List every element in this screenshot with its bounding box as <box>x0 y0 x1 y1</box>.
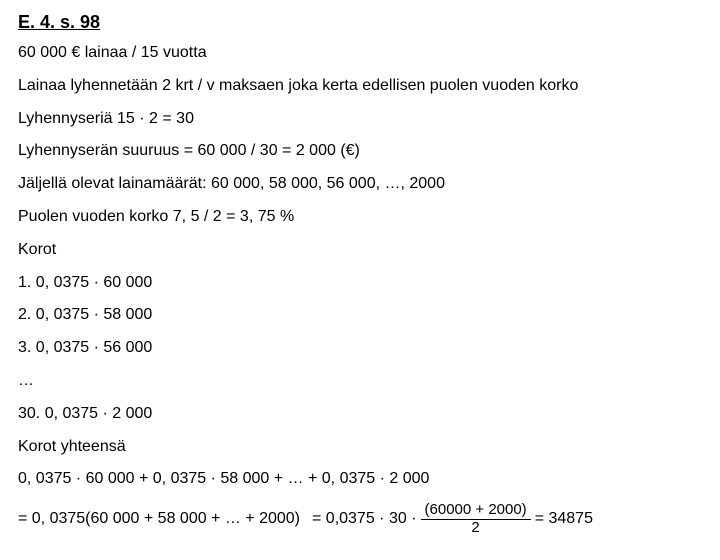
text-line: 1. 0, 0375 · 60 000 <box>18 273 702 294</box>
text-line: Lyhennyseriä 15 · 2 = 30 <box>18 109 702 130</box>
final-left: = 0, 0375(60 000 + 58 000 + … + 2000) <box>18 509 300 530</box>
text-line: 2. 0, 0375 · 58 000 <box>18 305 702 326</box>
fraction: (60000 + 2000) 2 <box>421 502 531 536</box>
final-formula: = 0,0375 · 30 · (60000 + 2000) 2 = 34875 <box>312 502 593 536</box>
text-line: Korot <box>18 240 702 261</box>
text-line: … <box>18 371 702 392</box>
fraction-numerator: (60000 + 2000) <box>421 502 531 520</box>
text-line: 30. 0, 0375 · 2 000 <box>18 404 702 425</box>
text-line: 60 000 € lainaa / 15 vuotta <box>18 43 702 64</box>
eq-prefix: = 0,0375 · 30 · <box>312 509 417 530</box>
text-line: Puolen vuoden korko 7, 5 / 2 = 3, 75 % <box>18 207 702 228</box>
text-line: Jäljellä olevat lainamäärät: 60 000, 58 … <box>18 174 702 195</box>
page-title: E. 4. s. 98 <box>18 12 702 33</box>
text-line: Lyhennyserän suuruus = 60 000 / 30 = 2 0… <box>18 141 702 162</box>
eq-suffix: = 34875 <box>535 509 593 530</box>
final-equation-row: = 0, 0375(60 000 + 58 000 + … + 2000) = … <box>18 502 702 536</box>
text-line: Lainaa lyhennetään 2 krt / v maksaen jok… <box>18 76 702 97</box>
fraction-denominator: 2 <box>467 520 483 537</box>
text-line: 3. 0, 0375 · 56 000 <box>18 338 702 359</box>
text-line: 0, 0375 · 60 000 + 0, 0375 · 58 000 + … … <box>18 469 702 490</box>
text-line: Korot yhteensä <box>18 437 702 458</box>
